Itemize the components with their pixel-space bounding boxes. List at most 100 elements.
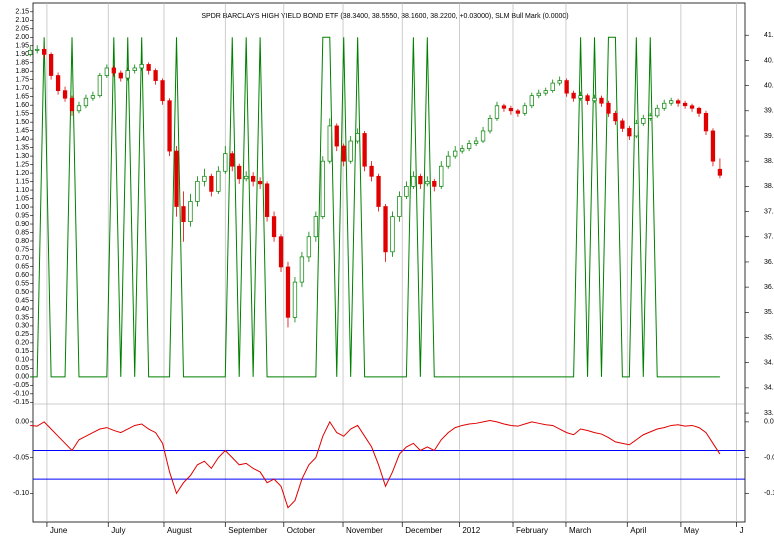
candle-body [522,105,528,114]
y-tick-label: 0.10 [15,357,29,364]
candle-body [425,180,430,185]
candle-body [564,80,569,94]
x-tick-label: October [287,526,316,535]
y2-tick-label: 34.5 [764,360,774,367]
plot-frame [32,2,746,523]
candle-body [146,64,151,71]
candle-body [160,80,165,102]
y-tick-label: -0.10 [13,391,29,398]
y2-tick-label: -0.05 [764,454,774,461]
candle-body [404,186,409,197]
candle-body [285,266,291,318]
x-tick-label: May [684,526,699,535]
candle-body [125,70,130,79]
candle-body [327,125,332,162]
candle-body [473,140,479,144]
candle-body [432,180,437,187]
y-tick-label: 2.15 [15,9,29,16]
y-tick-label: -0.15 [13,399,29,406]
y-tick-label: 2.05 [15,26,29,33]
y2-tick-label: 36.5 [764,259,774,266]
candle-body [446,155,451,167]
x-tick-label: June [50,526,68,535]
candle-body [278,236,284,268]
candle-body [494,105,500,119]
y-tick-label: 1.85 [15,60,29,67]
y2-tick-label: 35.5 [764,309,774,316]
y-tick-label: 0.55 [15,280,29,287]
y-tick-label: 0.15 [15,348,29,355]
x-tick-label: December [405,526,442,535]
candle-body [466,143,472,149]
candle-body [703,112,709,132]
candle-body [62,90,68,99]
candle-body [202,175,207,182]
y-tick-label: 2.00 [15,34,29,41]
candle-body [487,118,493,132]
candle-body [696,107,702,114]
candle-body [550,82,555,91]
y-tick-label: 1.60 [15,102,29,109]
candle-body [271,216,277,238]
candle-body [97,75,103,97]
x-tick-label: February [516,526,548,535]
chart-title: SPDR BARCLAYS HIGH YIELD BOND ETF (38.34… [201,13,568,20]
y-tick-label: 0.45 [15,297,29,304]
candle-body [460,148,465,152]
candle-body [627,128,632,137]
candle-body [257,180,263,185]
y-tick-label: -0.05 [13,454,29,461]
y-tick-label: 2.10 [15,17,29,24]
y-tick-label: 0.00 [15,374,29,381]
candle-body [397,196,402,217]
y-tick-label: 1.55 [15,111,29,118]
candle-body [90,95,96,99]
y-tick-label: 1.95 [15,43,29,50]
candle-body [230,153,235,167]
candle-body [557,80,562,84]
candle-body [669,100,674,104]
candle-body [655,107,660,117]
y-tick-label: 0.25 [15,331,29,338]
candle-body [195,180,200,202]
candle-body [83,97,89,107]
y2-tick-label: 40.0 [764,82,774,89]
y-tick-label: 1.05 [15,195,29,202]
candle-body [641,118,646,124]
candle-body [529,95,534,107]
candle-body [76,105,82,112]
y-tick-label: 0.05 [15,365,29,372]
y-tick-label: 0.60 [15,272,29,279]
candle-body [292,281,298,318]
candle-body [237,165,242,180]
candle-body [585,95,590,102]
bull-mark-line [30,36,720,378]
candle-body [536,92,541,97]
y-tick-label: 1.75 [15,77,29,84]
candle-body [55,75,61,91]
candle-body [244,175,249,180]
y-tick-label: 1.35 [15,144,29,151]
y2-tick-label: 38.0 [764,183,774,190]
y2-tick-label: 35.0 [764,334,774,341]
y-tick-label: 1.40 [15,136,29,143]
candle-body [250,175,256,182]
y2-tick-label: 39.5 [764,108,774,115]
candle-body [662,102,667,109]
candle-body [543,90,548,94]
candle-body [592,97,597,102]
candle-body [313,216,318,238]
x-tick-label: April [630,526,646,535]
candle-body [508,107,514,112]
candle-body [480,130,486,142]
candle-body [341,145,346,162]
x-tick-label: July [111,526,125,535]
candle-body [48,54,54,76]
x-tick-label: March [569,526,591,535]
candle-body [613,112,618,122]
y-tick-label: 0.90 [15,221,29,228]
y-tick-label: 0.65 [15,263,29,270]
